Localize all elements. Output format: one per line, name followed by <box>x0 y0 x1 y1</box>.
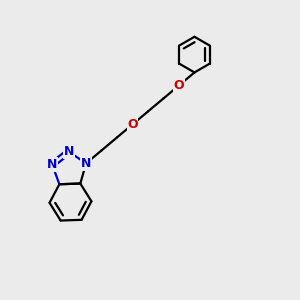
Text: N: N <box>64 145 74 158</box>
Text: O: O <box>174 79 184 92</box>
Text: O: O <box>127 118 138 131</box>
Text: N: N <box>81 157 91 170</box>
Text: N: N <box>47 158 57 171</box>
